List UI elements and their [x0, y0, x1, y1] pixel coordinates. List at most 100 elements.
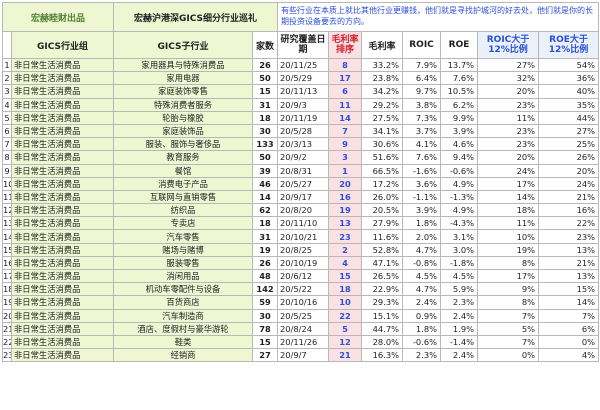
group-header-cell[interactable]: GICS行业组	[10, 31, 115, 59]
group-cell[interactable]: 非日常生活消费品	[10, 163, 115, 178]
brand-cell[interactable]: 宏赫睦财出品	[1, 2, 115, 32]
roe-cell[interactable]: 4.6%	[440, 137, 479, 152]
roe-cell[interactable]: 4.9%	[440, 203, 479, 218]
sub-industry-cell[interactable]: 特殊消费者服务	[113, 97, 254, 112]
sub-industry-cell[interactable]: 家庭装饰品	[113, 123, 254, 139]
gross-margin-cell[interactable]: 27.9%	[361, 216, 404, 231]
roic-cell[interactable]: -0.8%	[402, 255, 442, 271]
roe12-cell[interactable]: 35%	[538, 97, 600, 112]
rank-header-cell[interactable]: 毛利率排序	[328, 31, 363, 59]
roic-cell[interactable]: 3.6%	[402, 176, 442, 191]
roic-cell[interactable]: 0.9%	[402, 308, 442, 323]
roe-cell[interactable]: 3.1%	[440, 229, 479, 244]
group-cell[interactable]: 非日常生活消费品	[10, 348, 115, 363]
gross-margin-cell[interactable]: 16.3%	[361, 348, 404, 363]
date-cell[interactable]: 20/10/16	[277, 295, 330, 310]
row-index-cell[interactable]: 10	[2, 176, 12, 191]
group-cell[interactable]: 非日常生活消费品	[10, 229, 115, 244]
sub-industry-cell[interactable]: 酒店、度假村与豪华游轮	[113, 321, 254, 336]
rank-cell[interactable]: 2	[328, 242, 363, 257]
roic-cell[interactable]: 7.6%	[402, 150, 442, 165]
count-cell[interactable]: 27	[252, 348, 279, 363]
sub-industry-cell[interactable]: 汽车零售	[113, 229, 254, 244]
roic12-cell[interactable]: 10%	[477, 229, 540, 244]
sheet-title-cell[interactable]: 宏赫沪港深GICS细分行业巡礼	[113, 2, 279, 32]
date-cell[interactable]: 20/11/26	[277, 334, 330, 350]
count-cell[interactable]: 48	[252, 268, 279, 284]
date-cell[interactable]: 20/5/22	[277, 282, 330, 297]
group-cell[interactable]: 非日常生活消费品	[10, 137, 115, 152]
group-cell[interactable]: 非日常生活消费品	[10, 216, 115, 231]
date-cell[interactable]: 20/6/12	[277, 268, 330, 284]
date-cell[interactable]: 20/9/7	[277, 348, 330, 363]
roe12-cell[interactable]: 22%	[538, 216, 600, 231]
row-index-cell[interactable]: 13	[2, 216, 12, 231]
roic-cell[interactable]: 7.9%	[402, 57, 442, 73]
note-cell[interactable]: 有些行业在本质上就比其他行业更赚钱，他们就是寻找护城河的好去处，他们就是你的长期…	[277, 2, 600, 32]
roic12-cell[interactable]: 5%	[477, 321, 540, 336]
date-cell[interactable]: 20/9/2	[277, 150, 330, 165]
roic12-cell[interactable]: 11%	[477, 216, 540, 231]
roic12-cell[interactable]: 7%	[477, 308, 540, 323]
row-index-cell[interactable]: 3	[2, 84, 12, 99]
group-cell[interactable]: 非日常生活消费品	[10, 295, 115, 310]
roic12-cell[interactable]: 18%	[477, 203, 540, 218]
roe12-cell[interactable]: 16%	[538, 203, 600, 218]
roe-cell[interactable]: 3.9%	[440, 123, 479, 139]
roic12-cell[interactable]: 17%	[477, 176, 540, 191]
group-cell[interactable]: 非日常生活消费品	[10, 308, 115, 323]
count-cell[interactable]: 50	[252, 71, 279, 86]
roic-cell[interactable]: 2.0%	[402, 229, 442, 244]
rank-cell[interactable]: 17	[328, 71, 363, 86]
rank-cell[interactable]: 21	[328, 348, 363, 363]
group-cell[interactable]: 非日常生活消费品	[10, 282, 115, 297]
roic-cell[interactable]: -1.1%	[402, 189, 442, 205]
roic12-cell[interactable]: 8%	[477, 295, 540, 310]
roe-cell[interactable]: 1.9%	[440, 321, 479, 336]
count-cell[interactable]: 46	[252, 176, 279, 191]
rank-cell[interactable]: 10	[328, 295, 363, 310]
sub-industry-cell[interactable]: 轮胎与橡胶	[113, 110, 254, 125]
roic-cell[interactable]: 4.1%	[402, 137, 442, 152]
roic-cell[interactable]: 4.7%	[402, 282, 442, 297]
roe-cell[interactable]: 2.4%	[440, 308, 479, 323]
roe12-cell[interactable]: 4%	[538, 348, 600, 363]
date-cell[interactable]: 20/11/10	[277, 216, 330, 231]
rank-cell[interactable]: 1	[328, 163, 363, 178]
date-cell[interactable]: 20/5/27	[277, 176, 330, 191]
sub-industry-cell[interactable]: 鞋类	[113, 334, 254, 350]
roe12-cell[interactable]: 54%	[538, 57, 600, 73]
row-index-cell[interactable]: 8	[2, 150, 12, 165]
count-cell[interactable]: 26	[252, 57, 279, 73]
gross-margin-cell[interactable]: 11.6%	[361, 229, 404, 244]
count-cell[interactable]: 78	[252, 321, 279, 336]
rank-cell[interactable]: 12	[328, 334, 363, 350]
gross-margin-cell[interactable]: 34.1%	[361, 123, 404, 139]
roic-cell[interactable]: 3.7%	[402, 123, 442, 139]
gross-margin-cell[interactable]: 29.2%	[361, 97, 404, 112]
group-cell[interactable]: 非日常生活消费品	[10, 84, 115, 99]
roic12-cell[interactable]: 27%	[477, 57, 540, 73]
roe12-cell[interactable]: 20%	[538, 163, 600, 178]
roic12-cell[interactable]: 11%	[477, 110, 540, 125]
gross-margin-cell[interactable]: 22.9%	[361, 282, 404, 297]
row-index-cell[interactable]: 15	[2, 242, 12, 257]
roe-cell[interactable]: 3.0%	[440, 242, 479, 257]
sub-industry-cell[interactable]: 百货商店	[113, 295, 254, 310]
roe-cell[interactable]: 9.9%	[440, 110, 479, 125]
gross-margin-cell[interactable]: 15.1%	[361, 308, 404, 323]
roic-cell[interactable]: 7.3%	[402, 110, 442, 125]
roic-cell[interactable]: 9.7%	[402, 84, 442, 99]
row-index-cell[interactable]: 7	[2, 137, 12, 152]
roe-cell[interactable]: 2.3%	[440, 295, 479, 310]
roe-cell[interactable]: 4.5%	[440, 268, 479, 284]
row-index-cell[interactable]: 5	[2, 110, 12, 125]
roe12-header-cell[interactable]: ROE大于12%比例	[538, 31, 600, 59]
date-cell[interactable]: 20/8/20	[277, 203, 330, 218]
date-cell[interactable]: 20/5/29	[277, 71, 330, 86]
gross-margin-cell[interactable]: 20.5%	[361, 203, 404, 218]
row-index-cell[interactable]: 17	[2, 268, 12, 284]
rank-cell[interactable]: 8	[328, 57, 363, 73]
gross-margin-cell[interactable]: 26.0%	[361, 189, 404, 205]
group-cell[interactable]: 非日常生活消费品	[10, 97, 115, 112]
